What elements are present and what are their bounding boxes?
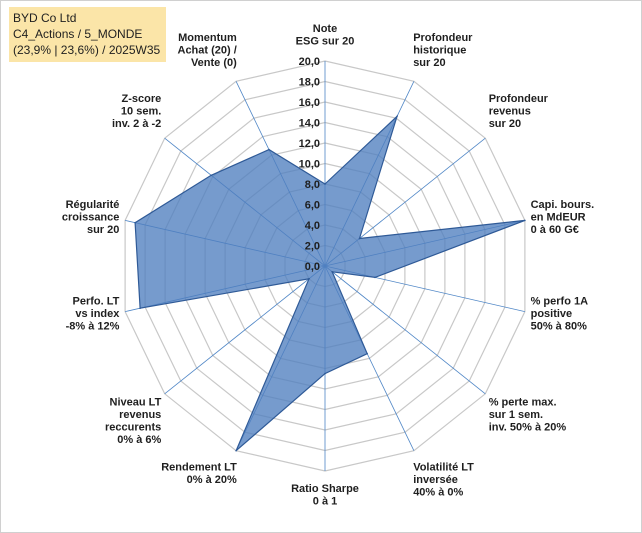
data-point [374, 276, 376, 279]
data-point [139, 307, 141, 310]
axis-label-line: Profondeur [413, 32, 473, 44]
axis-label-line: 10 sem. [121, 106, 161, 118]
axis-label-line: 0 à 60 G€ [531, 224, 579, 236]
axis-label-line: % perte max. [489, 396, 557, 408]
axis-spoke [324, 265, 486, 395]
axis-label-line: Ratio Sharpe [291, 483, 359, 495]
tick-label: 6,0 [305, 200, 320, 212]
axis-label-line: Achat (20) / [178, 45, 237, 57]
tick-label: 18,0 [299, 77, 320, 89]
title-box: BYD Co Ltd C4_Actions / 5_MONDE (23,9% |… [9, 7, 167, 62]
axis-label-line: vs index [75, 308, 120, 320]
tick-label: 10,0 [299, 159, 320, 171]
axis-label-line: 0% à 20% [187, 474, 237, 486]
axis-label-line: 0% à 6% [117, 434, 161, 446]
axis-label-line: historique [413, 45, 466, 57]
tick-label: 8,0 [305, 179, 320, 191]
axis-label: % perfo 1A positive 50% à 80% [531, 296, 589, 333]
data-point [134, 221, 136, 224]
axis-label-line: sur 20 [413, 57, 445, 69]
axis-label: Profondeur revenus sur 20 [489, 93, 549, 130]
axis-label: Momentum Achat (20) / Vente (0) [178, 32, 238, 69]
series-layer [134, 114, 526, 452]
axis-label-line: positive [531, 308, 573, 320]
axis-label-line: Régularité [66, 199, 120, 211]
axis-label: Z-score 10 sem. inv. 2 à -2 [112, 93, 161, 130]
axis-label: Perfo. LT vs index -8% à 12% [66, 296, 121, 333]
tick-label: 4,0 [305, 220, 320, 232]
tick-label: 0,0 [305, 261, 320, 273]
axis-label-line: Profondeur [489, 93, 549, 105]
axis-label-line: 40% à 0% [413, 487, 463, 499]
data-point [396, 115, 398, 118]
axis-label: Ratio Sharpe 0 à 1 [291, 483, 359, 508]
axis-label-line: revenus [119, 409, 161, 421]
axis-label-line: revenus [489, 106, 531, 118]
axis-label-line: Momentum [178, 32, 237, 44]
axis-label-line: inv. 50% à 20% [489, 421, 567, 433]
data-point [268, 148, 270, 151]
data-point [331, 271, 334, 273]
axis-label-line: sur 20 [87, 224, 119, 236]
axis-label-line: -8% à 12% [66, 321, 120, 333]
axis-label-line: Rendement LT [161, 462, 237, 474]
title-line-3: (23,9% | 23,6%) / 2025W35 [13, 43, 161, 57]
axis-label-line: Volatilité LT [413, 462, 474, 474]
axis-label-line: croissance [62, 212, 119, 224]
axis-label-line: 0 à 1 [313, 496, 337, 508]
axis-label-line: inversée [413, 474, 458, 486]
data-point [324, 372, 326, 375]
axis-label-line: en MdEUR [531, 212, 586, 224]
axis-label: % perte max. sur 1 sem. inv. 50% à 20% [489, 396, 567, 433]
axis-label-line: sur 1 sem. [489, 409, 543, 421]
data-point [324, 183, 326, 185]
title-line-1: BYD Co Ltd [13, 11, 77, 25]
axis-label-line: % perfo 1A [531, 296, 589, 308]
data-point [235, 449, 237, 452]
data-point [358, 237, 361, 240]
axis-label-line: reccurents [105, 421, 161, 433]
series-area [134, 114, 526, 452]
axis-label-line: Niveau LT [110, 396, 162, 408]
title-line-2: C4_Actions / 5_MONDE [13, 27, 143, 41]
axis-label-line: sur 20 [489, 118, 521, 130]
axis-spoke [164, 265, 326, 395]
axis-label-line: inv. 2 à -2 [112, 118, 161, 130]
axis-label-line: 50% à 80% [531, 321, 587, 333]
axis-label-line: Vente (0) [191, 57, 237, 69]
data-point [210, 174, 212, 177]
axis-label-line: Capi. bours. [531, 199, 595, 211]
data-point [366, 352, 369, 355]
tick-label: 14,0 [299, 118, 320, 130]
axis-label-line: ESG sur 20 [296, 36, 355, 48]
axis-label-line: Perfo. LT [73, 296, 120, 308]
tick-label: 20,0 [299, 56, 320, 68]
axis-label: Profondeur historique sur 20 [413, 32, 473, 69]
data-point [524, 219, 526, 222]
axis-label: Note ESG sur 20 [296, 23, 355, 48]
axis-label: Niveau LT revenus reccurents 0% à 6% [105, 396, 162, 446]
tick-label: 2,0 [305, 241, 320, 253]
axis-label-line: Note [313, 23, 337, 35]
tick-label: 16,0 [299, 97, 320, 109]
axis-label: Rendement LT 0% à 20% [161, 462, 237, 487]
label-layer: Note ESG sur 20 Profondeur historique sur 20… [62, 23, 594, 508]
data-point [308, 278, 310, 280]
axis-label: Volatilité LT inversée 40% à 0% [413, 462, 474, 499]
axis-label: Régularité croissance sur 20 [62, 199, 119, 236]
tick-layer: 0,0 2,0 4,0 6,0 8,0 10,0 12,0 14,0 16,0 18,0 20,0 [299, 56, 320, 273]
tick-label: 12,0 [299, 138, 320, 150]
axis-label-line: Z-score [122, 93, 162, 105]
axis-label: Capi. bours. en MdEUR 0 à 60 G€ [531, 199, 595, 236]
